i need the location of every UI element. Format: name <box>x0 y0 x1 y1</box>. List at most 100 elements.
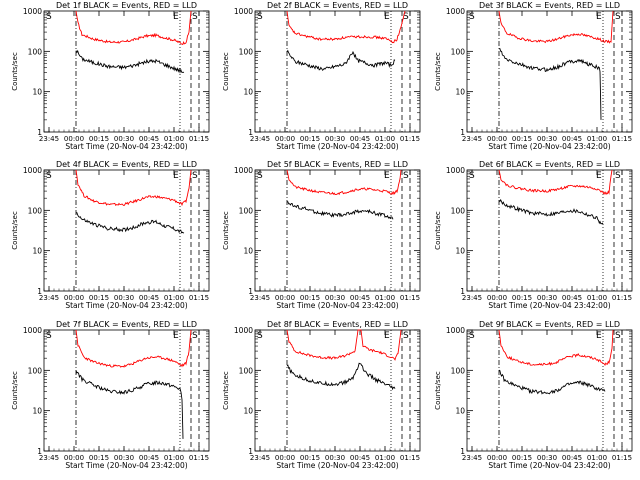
x-tick-label: 00:15 <box>300 294 320 302</box>
start-marker-label: S <box>257 12 263 22</box>
panel-5: Det 5f BLACK = Events, RED = LLD 1 10 100 10… <box>222 160 421 310</box>
x-tick-label: 00:45 <box>139 294 159 302</box>
plot-frame <box>254 10 421 133</box>
x-tick-label: 01:15 <box>612 294 632 302</box>
x-tick-label: 23:45 <box>462 135 482 143</box>
y-tick-label: 1 <box>460 128 465 137</box>
x-axis-label: Start Time (20-Nov-04 23:42:00) <box>276 301 398 310</box>
saa-marker-label: S <box>192 12 198 22</box>
panel-title: Det 4f BLACK = Events, RED = LLD <box>56 160 197 169</box>
y-tick-label: 1 <box>37 128 42 137</box>
x-tick-label: 00:30 <box>325 454 345 462</box>
saa-marker-label: S <box>403 171 409 181</box>
events-series-line <box>498 198 604 225</box>
x-tick-label: 23:45 <box>462 294 482 302</box>
y-tick-label: 1 <box>37 287 42 296</box>
lld-series-line <box>286 329 402 361</box>
x-tick-label: 01:00 <box>164 135 184 143</box>
start-marker-label: S <box>46 12 52 22</box>
plot-frame <box>43 329 210 452</box>
plot-frame <box>466 10 633 133</box>
panel-2: Det 2f BLACK = Events, RED = LLD 1 10 100 10… <box>222 1 421 151</box>
y-tick-label: 1000 <box>446 166 465 175</box>
x-tick-label: 00:00 <box>275 454 295 462</box>
events-series-line <box>75 370 184 439</box>
y-tick-label: 1000 <box>234 7 253 16</box>
x-axis-label: Start Time (20-Nov-04 23:42:00) <box>65 461 187 470</box>
panel-1: Det 1f BLACK = Events, RED = LLD 1 10 100 10… <box>11 1 210 151</box>
y-tick-label: 1000 <box>23 166 42 175</box>
y-tick-label: 1000 <box>234 326 253 335</box>
x-tick-label: 23:45 <box>462 454 482 462</box>
x-tick-label: 00:00 <box>487 135 507 143</box>
end-marker-label: E <box>173 171 179 181</box>
y-tick-label: 100 <box>28 206 43 215</box>
lld-series-line <box>286 169 402 196</box>
saa-marker-label: S <box>192 171 198 181</box>
start-marker-label: S <box>469 171 475 181</box>
x-tick-label: 01:15 <box>189 135 209 143</box>
x-axis-label: Start Time (20-Nov-04 23:42:00) <box>65 142 187 151</box>
x-axis-label: Start Time (20-Nov-04 23:42:00) <box>65 301 187 310</box>
plot-frame <box>466 169 633 292</box>
end-marker-label: E <box>384 331 390 341</box>
y-tick-label: 1 <box>248 447 253 456</box>
x-tick-label: 00:30 <box>114 454 134 462</box>
x-tick-label: 01:15 <box>612 454 632 462</box>
x-tick-label: 00:30 <box>537 294 557 302</box>
start-marker-label: S <box>469 331 475 341</box>
x-axis-label: Start Time (20-Nov-04 23:42:00) <box>488 142 610 151</box>
x-tick-label: 00:00 <box>64 135 84 143</box>
panel-title: Det 6f BLACK = Events, RED = LLD <box>479 160 620 169</box>
panel-6: Det 6f BLACK = Events, RED = LLD 1 10 100 10… <box>434 160 633 310</box>
panel-3: Det 3f BLACK = Events, RED = LLD 1 10 100 10… <box>434 1 633 151</box>
y-tick-label: 1 <box>248 287 253 296</box>
end-marker-label: E <box>173 12 179 22</box>
x-tick-label: 00:45 <box>350 135 370 143</box>
x-tick-label: 00:45 <box>562 294 582 302</box>
x-tick-label: 01:00 <box>164 294 184 302</box>
x-tick-label: 01:15 <box>400 454 420 462</box>
x-tick-label: 00:00 <box>275 135 295 143</box>
x-tick-label: 01:15 <box>400 135 420 143</box>
y-tick-label: 1000 <box>23 326 42 335</box>
start-marker-label: S <box>257 171 263 181</box>
panel-grid: Det 1f BLACK = Events, RED = LLD11010010… <box>11 1 633 470</box>
y-tick-label: 1000 <box>234 166 253 175</box>
y-tick-label: 1 <box>460 447 465 456</box>
y-tick-label: 100 <box>239 206 254 215</box>
x-tick-label: 00:00 <box>275 294 295 302</box>
y-tick-label: 100 <box>239 47 254 56</box>
y-tick-label: 10 <box>455 247 465 256</box>
start-marker-label: S <box>469 12 475 22</box>
x-tick-label: 00:15 <box>512 454 532 462</box>
x-tick-label: 01:00 <box>375 454 395 462</box>
x-tick-label: 00:45 <box>139 454 159 462</box>
x-axis-label: Start Time (20-Nov-04 23:42:00) <box>276 142 398 151</box>
end-marker-label: E <box>384 171 390 181</box>
lld-series-line <box>498 10 614 44</box>
plot-frame <box>43 10 210 133</box>
plot-frame <box>466 329 633 452</box>
y-tick-label: 1000 <box>23 7 42 16</box>
panel-title: Det 5f BLACK = Events, RED = LLD <box>267 160 408 169</box>
end-marker-label: E <box>596 331 602 341</box>
events-series-line <box>286 49 396 71</box>
lld-series-line <box>75 10 192 46</box>
y-axis-label: Counts/sec <box>434 52 442 91</box>
y-tick-label: 100 <box>451 47 466 56</box>
x-tick-label: 23:45 <box>39 454 59 462</box>
y-tick-label: 10 <box>243 247 253 256</box>
x-tick-label: 23:45 <box>39 135 59 143</box>
panel-title: Det 2f BLACK = Events, RED = LLD <box>267 1 408 10</box>
saa-marker-label: S <box>615 331 621 341</box>
panel-title: Det 9f BLACK = Events, RED = LLD <box>479 320 620 329</box>
x-tick-label: 00:00 <box>487 294 507 302</box>
x-tick-label: 01:00 <box>375 135 395 143</box>
y-tick-label: 1 <box>460 287 465 296</box>
x-tick-label: 01:00 <box>587 135 607 143</box>
y-axis-label: Counts/sec <box>434 211 442 250</box>
y-tick-label: 100 <box>239 366 254 375</box>
events-series-line <box>75 49 185 74</box>
